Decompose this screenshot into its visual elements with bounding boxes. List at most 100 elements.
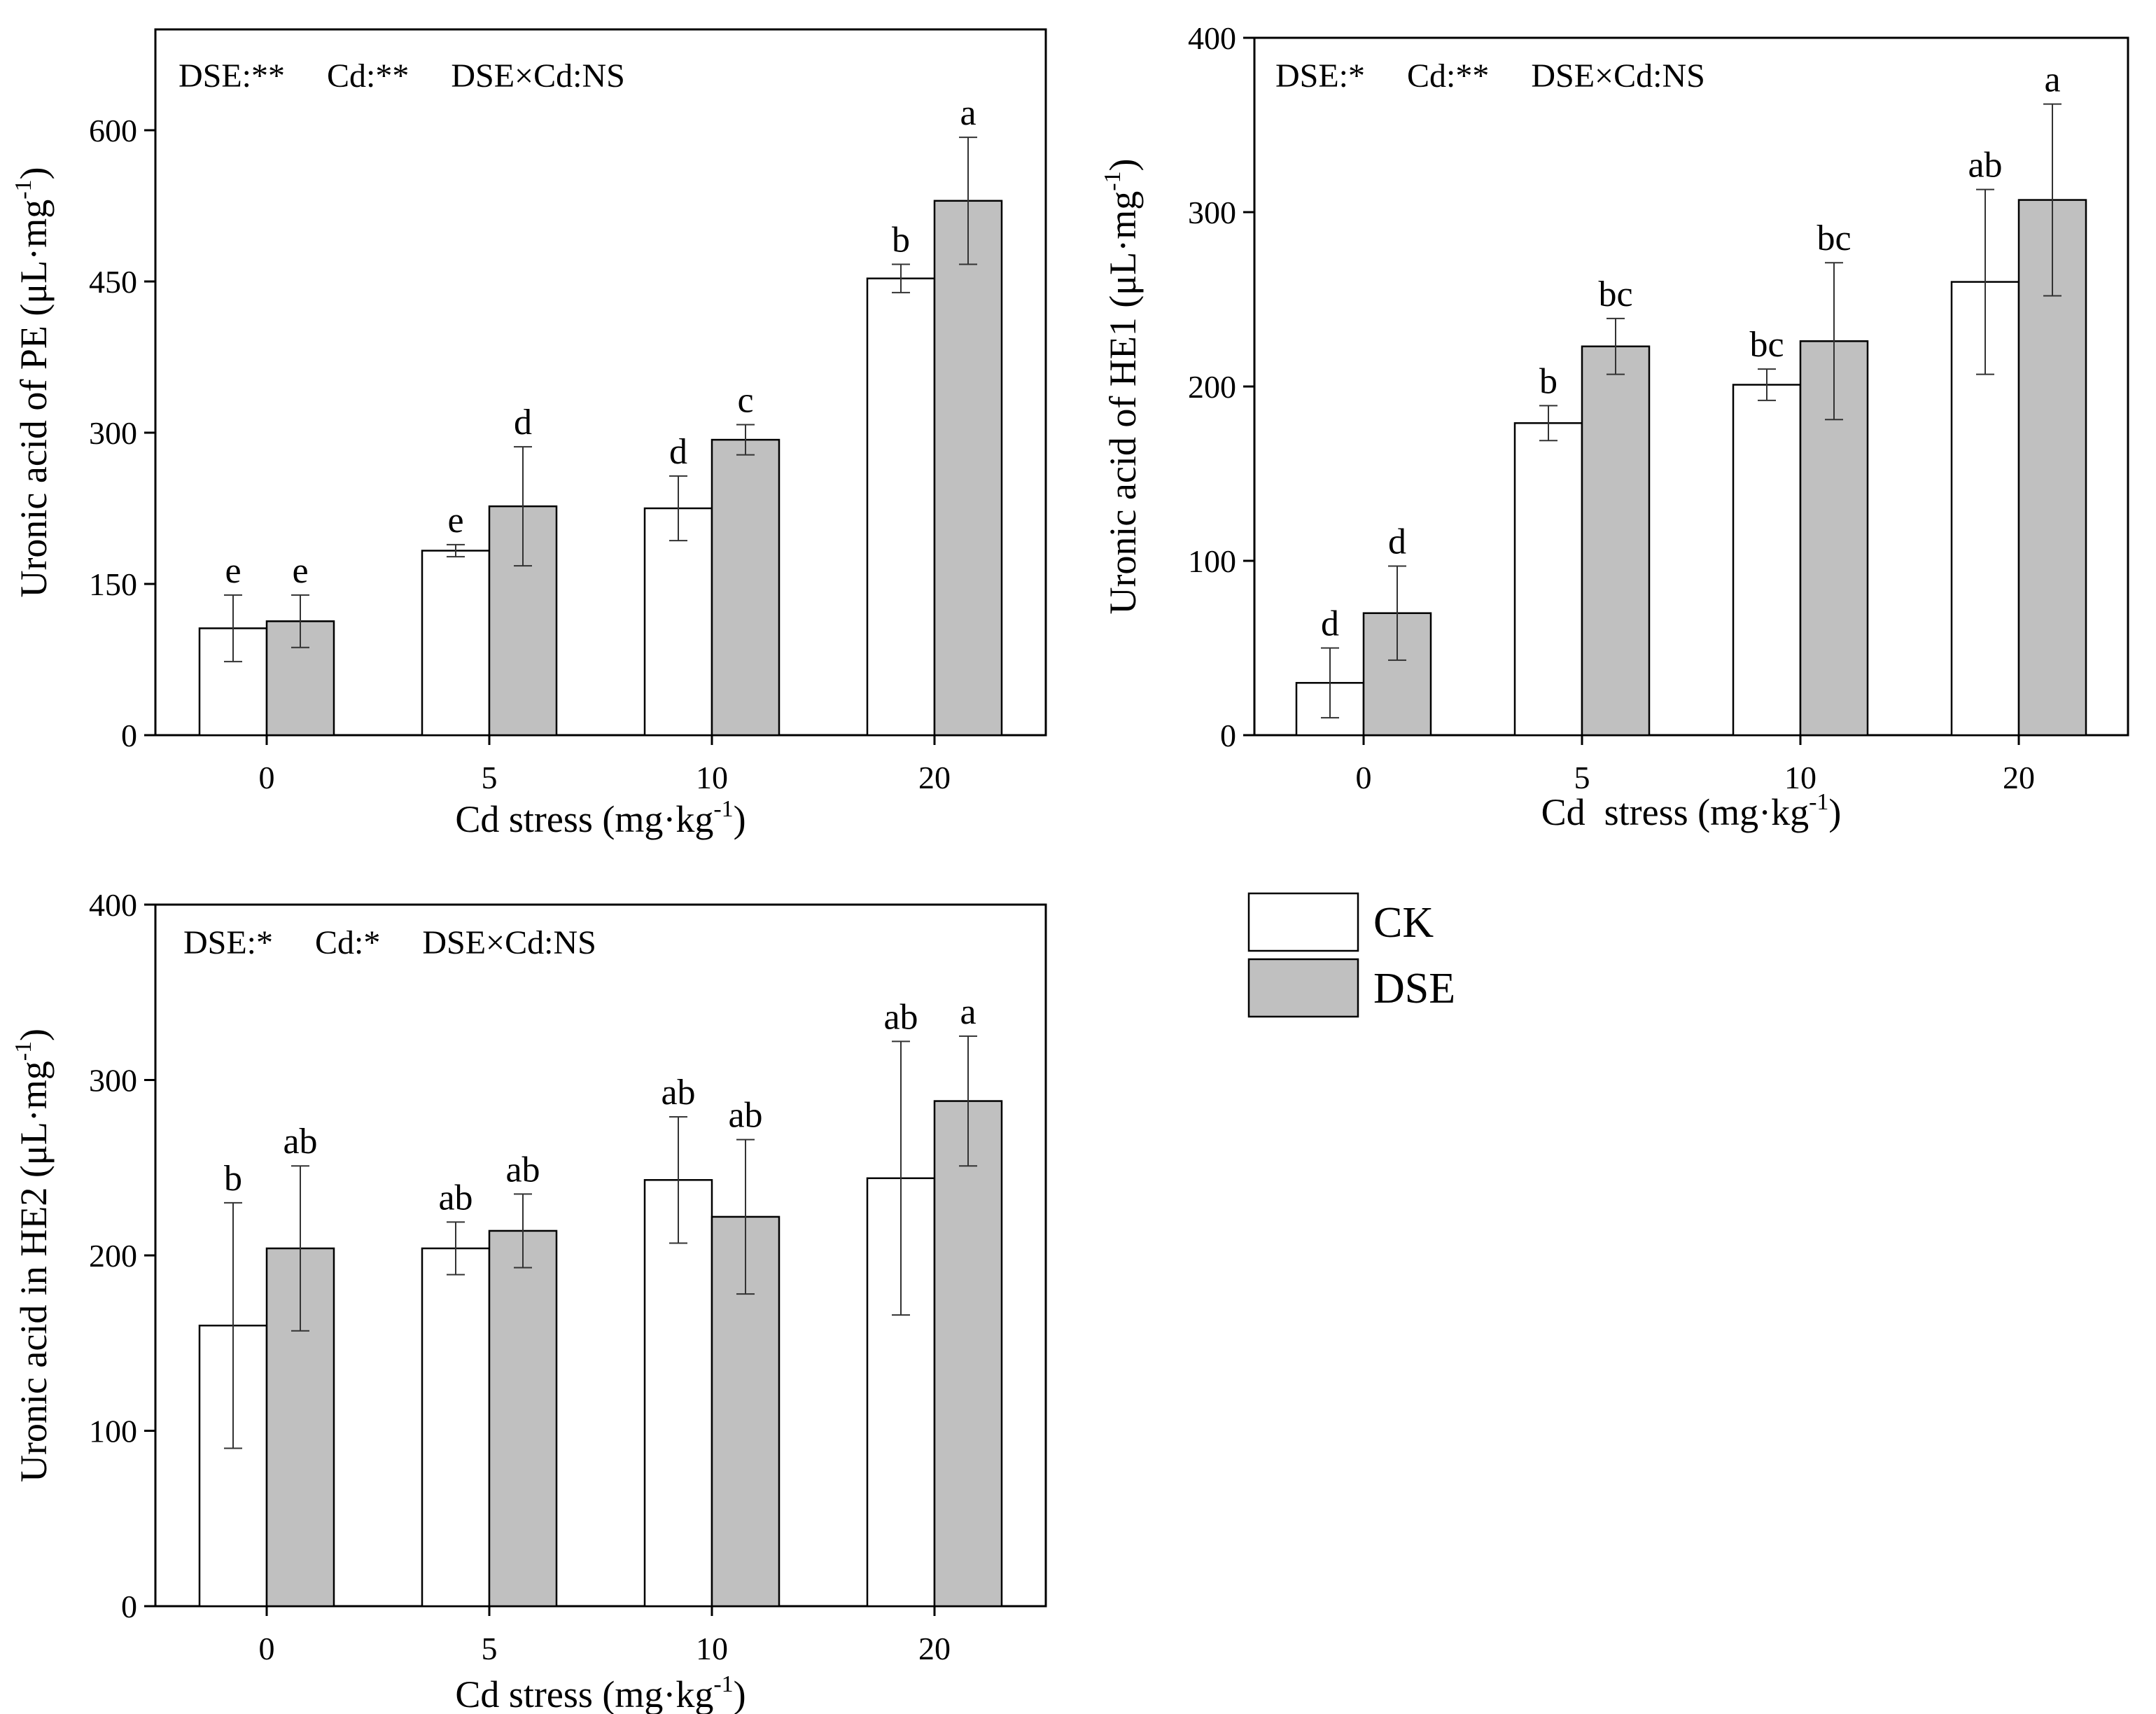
chart-panel-he1: 0 100 200 300 400 0 d d 5 b bc 10 bc bc 20 ab a DSE:* Cd:… <box>1100 20 2129 833</box>
bar-dse <box>1581 345 1651 737</box>
significance-label: c <box>737 380 753 420</box>
y-axis-title: Uronic acid of PE (μL·mg-1) <box>10 167 55 597</box>
stats-annotation: DSE:* Cd:* DSE×Cd:NS <box>183 924 596 961</box>
y-tick-label: 400 <box>89 887 137 923</box>
significance-label: ab <box>1968 146 2002 186</box>
x-axis-title-end: ) <box>1828 791 1841 833</box>
bar-dse <box>933 200 1003 737</box>
y-axis-title-main: Uronic acid of PE (μL·mg <box>13 200 55 598</box>
y-tick-label: 600 <box>89 113 137 148</box>
y-axis-title-end: ) <box>1102 158 1144 171</box>
significance-label: a <box>960 992 976 1032</box>
x-tick-label: 10 <box>1784 760 1816 795</box>
plot-frame <box>154 28 1047 737</box>
y-tick-label: 200 <box>1188 369 1236 405</box>
bar-ck <box>643 507 713 737</box>
y-axis-title-main: Uronic acid of HE1 (μL·mg <box>1102 191 1144 615</box>
significance-label: ab <box>438 1178 472 1218</box>
significance-label: ab <box>283 1122 317 1162</box>
x-tick-label: 10 <box>696 760 728 795</box>
significance-label: d <box>1321 604 1339 644</box>
y-axis-title-sup: -1 <box>10 1041 36 1061</box>
significance-label: a <box>2044 60 2060 100</box>
y-tick-label: 300 <box>1188 195 1236 230</box>
x-axis-title: Cd stress (mg·kg-1) <box>1541 789 1842 833</box>
x-axis-title-end: ) <box>734 1673 746 1714</box>
y-tick-label: 400 <box>1188 20 1236 56</box>
significance-label: bc <box>1816 218 1851 258</box>
y-axis-title-end: ) <box>13 1029 55 1041</box>
significance-label: ab <box>661 1073 695 1113</box>
significance-label: d <box>669 432 687 472</box>
legend-swatch-ck <box>1247 892 1359 952</box>
y-axis-title-sup: -1 <box>10 179 36 199</box>
bar-ck <box>421 550 491 737</box>
y-tick-label: 200 <box>89 1238 137 1274</box>
stats-annotation: DSE:** Cd:** DSE×Cd:NS <box>178 57 625 95</box>
legend-swatch-dse <box>1247 958 1359 1018</box>
significance-label: ab <box>728 1096 762 1136</box>
x-tick-label: 0 <box>259 1631 275 1666</box>
y-tick-label: 0 <box>121 1589 137 1624</box>
x-axis-title-main: Cd stress (mg·kg <box>455 1673 713 1714</box>
significance-label: d <box>1388 522 1406 562</box>
bar-ck <box>1513 422 1583 737</box>
x-tick-label: 20 <box>2003 760 2035 795</box>
x-tick-label: 5 <box>482 1631 498 1666</box>
y-axis-title-end: ) <box>13 167 55 179</box>
x-axis-title: Cd stress (mg·kg-1) <box>455 796 746 840</box>
x-axis-title-main: Cd stress (mg·kg <box>455 798 713 840</box>
x-axis-title-sup: -1 <box>1809 789 1828 815</box>
significance-label: e <box>447 501 463 541</box>
significance-label: b <box>224 1159 242 1199</box>
stats-annotation: DSE:* Cd:** DSE×Cd:NS <box>1275 57 1705 95</box>
x-tick-label: 20 <box>918 760 951 795</box>
y-tick-label: 100 <box>89 1414 137 1449</box>
legend-label-ck: CK <box>1373 899 1434 947</box>
legend-label-dse: DSE <box>1373 965 1455 1012</box>
bar-ck <box>643 1179 713 1608</box>
x-axis-title-end: ) <box>734 798 746 840</box>
bar-ck <box>866 277 936 737</box>
y-axis-title-sup: -1 <box>1100 171 1126 190</box>
y-tick-label: 100 <box>1188 543 1236 579</box>
significance-label: b <box>892 221 910 260</box>
y-tick-label: 300 <box>89 415 137 451</box>
significance-label: ab <box>505 1150 540 1190</box>
x-axis-title-main: Cd stress (mg·kg <box>1541 791 1809 833</box>
bar-ck <box>421 1247 491 1608</box>
y-tick-label: 150 <box>89 566 137 602</box>
y-tick-label: 300 <box>89 1063 137 1099</box>
y-axis-title: Uronic acid in HE2 (μL·mg-1) <box>10 1029 55 1482</box>
x-axis-title: Cd stress (mg·kg-1) <box>455 1671 746 1714</box>
x-axis-title-sup: -1 <box>713 1671 733 1697</box>
y-tick-label: 0 <box>1220 718 1236 753</box>
x-tick-label: 0 <box>259 760 275 795</box>
x-tick-label: 0 <box>1356 760 1372 795</box>
significance-label: bc <box>1749 325 1784 365</box>
x-tick-label: 20 <box>918 1631 951 1666</box>
bar-dse <box>710 438 780 737</box>
chart-panel-pe: 0 150 300 450 600 0 e e 5 e d 10 d c 20 b a DSE:** Cd:** … <box>10 28 1047 840</box>
x-axis-title-sup: -1 <box>713 796 733 822</box>
significance-label: d <box>514 403 532 443</box>
legend: CK DSE <box>1247 892 1455 1018</box>
x-tick-label: 10 <box>696 1631 728 1666</box>
y-tick-label: 0 <box>121 718 137 753</box>
y-axis-title: Uronic acid of HE1 (μL·mg-1) <box>1100 158 1144 614</box>
y-tick-label: 450 <box>89 264 137 300</box>
bar-dse <box>488 1229 558 1608</box>
significance-label: ab <box>883 997 918 1037</box>
x-tick-label: 5 <box>1574 760 1590 795</box>
bar-dse <box>933 1100 1003 1608</box>
x-tick-label: 5 <box>482 760 498 795</box>
significance-label: e <box>292 551 308 591</box>
significance-label: bc <box>1598 274 1632 314</box>
significance-label: a <box>960 93 976 133</box>
significance-label: b <box>1539 361 1558 401</box>
significance-label: e <box>225 551 241 591</box>
y-axis-title-main: Uronic acid in HE2 (μL·mg <box>13 1061 55 1482</box>
bar-ck <box>1732 384 1802 737</box>
